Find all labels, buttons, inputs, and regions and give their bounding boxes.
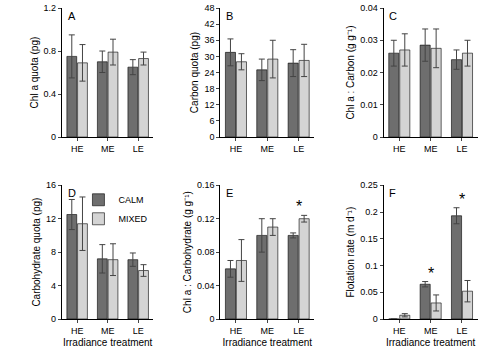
svg-text:LE: LE: [456, 326, 467, 336]
svg-text:0.4: 0.4: [44, 89, 57, 99]
svg-text:ME: ME: [101, 326, 115, 336]
svg-text:42: 42: [204, 19, 214, 29]
svg-text:Irradiance treatment: Irradiance treatment: [63, 337, 153, 348]
svg-text:0: 0: [209, 132, 214, 142]
svg-text:0: 0: [51, 132, 56, 142]
svg-text:36: 36: [204, 35, 214, 45]
svg-text:0.2: 0.2: [365, 207, 378, 217]
svg-text:0.08: 0.08: [197, 247, 215, 257]
svg-text:0: 0: [373, 314, 378, 324]
svg-text:B: B: [226, 10, 233, 22]
svg-text:*: *: [459, 191, 465, 208]
svg-text:Chl a : Carbohydrate (g g⁻¹): Chl a : Carbohydrate (g g⁻¹): [182, 191, 193, 313]
svg-text:D: D: [68, 187, 76, 199]
svg-text:LE: LE: [133, 144, 144, 154]
svg-text:1.2: 1.2: [44, 3, 57, 13]
svg-text:16: 16: [46, 180, 56, 190]
svg-text:24: 24: [204, 68, 214, 78]
svg-text:0: 0: [209, 314, 214, 324]
svg-text:0.04: 0.04: [197, 281, 215, 291]
svg-text:HE: HE: [393, 326, 406, 336]
svg-text:MIXED: MIXED: [118, 214, 147, 224]
svg-text:LE: LE: [133, 326, 144, 336]
svg-text:HE: HE: [230, 326, 243, 336]
svg-text:F: F: [389, 187, 396, 199]
svg-text:0.16: 0.16: [197, 180, 215, 190]
svg-text:ME: ME: [261, 144, 275, 154]
svg-text:0.03: 0.03: [360, 35, 378, 45]
svg-text:0.8: 0.8: [44, 46, 57, 56]
svg-text:LE: LE: [293, 326, 304, 336]
svg-text:0.02: 0.02: [360, 68, 378, 78]
svg-text:HE: HE: [71, 144, 84, 154]
svg-text:0.01: 0.01: [360, 100, 378, 110]
svg-text:0.15: 0.15: [360, 234, 378, 244]
svg-text:48: 48: [204, 3, 214, 13]
svg-text:0: 0: [373, 132, 378, 142]
svg-text:0.12: 0.12: [197, 214, 215, 224]
svg-text:C: C: [389, 10, 397, 22]
svg-text:0.25: 0.25: [360, 180, 378, 190]
svg-text:Carbohydrate quota (pg): Carbohydrate quota (pg): [31, 198, 42, 307]
svg-text:ME: ME: [424, 326, 438, 336]
svg-text:6: 6: [209, 116, 214, 126]
svg-text:ME: ME: [424, 144, 438, 154]
svg-text:0.05: 0.05: [360, 287, 378, 297]
svg-text:ME: ME: [261, 326, 275, 336]
svg-text:Irradiance treatment: Irradiance treatment: [223, 337, 313, 348]
svg-text:12: 12: [204, 100, 214, 110]
svg-text:*: *: [296, 198, 302, 215]
svg-text:Irradiance treatment: Irradiance treatment: [386, 337, 476, 348]
svg-text:0.1: 0.1: [365, 261, 378, 271]
svg-text:HE: HE: [71, 326, 84, 336]
svg-text:Chl a quota (pg): Chl a quota (pg): [29, 37, 40, 109]
svg-text:CALM: CALM: [118, 195, 143, 205]
svg-text:0.04: 0.04: [360, 3, 378, 13]
svg-text:HE: HE: [230, 144, 243, 154]
svg-text:A: A: [68, 10, 76, 22]
svg-text:4: 4: [51, 281, 56, 291]
svg-text:LE: LE: [456, 144, 467, 154]
svg-text:Carbon quota (pg): Carbon quota (pg): [189, 32, 200, 113]
svg-text:12: 12: [46, 214, 56, 224]
svg-text:LE: LE: [293, 144, 304, 154]
svg-text:18: 18: [204, 84, 214, 94]
svg-text:E: E: [226, 187, 233, 199]
svg-text:30: 30: [204, 52, 214, 62]
svg-text:ME: ME: [101, 144, 115, 154]
svg-text:HE: HE: [393, 144, 406, 154]
svg-text:0: 0: [51, 314, 56, 324]
svg-text:8: 8: [51, 247, 56, 257]
svg-text:Chl a : Carbon (g g⁻¹): Chl a : Carbon (g g⁻¹): [345, 25, 356, 119]
svg-text:*: *: [428, 265, 434, 282]
svg-text:Flotation rate (m d⁻¹): Flotation rate (m d⁻¹): [345, 207, 356, 298]
